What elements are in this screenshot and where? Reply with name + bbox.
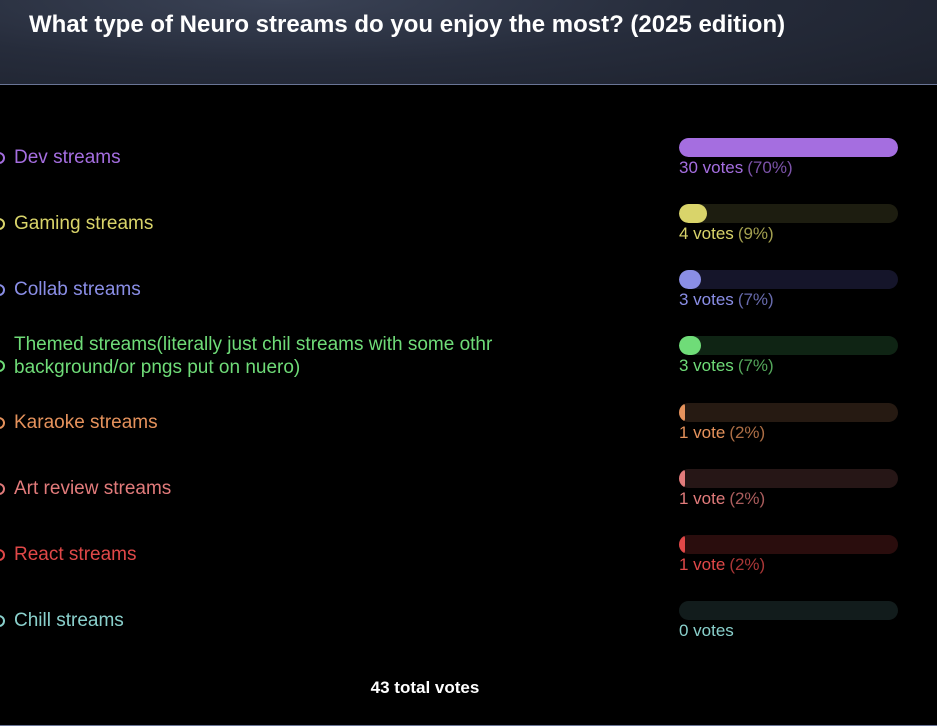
poll-option[interactable]: Chill streams 0 votes xyxy=(0,601,937,661)
poll-header: What type of Neuro streams do you enjoy … xyxy=(0,0,937,100)
vote-bar-track xyxy=(679,336,898,355)
vote-percent: (70%) xyxy=(747,158,793,177)
option-label: Chill streams xyxy=(14,610,124,631)
vote-count-text: 4 votes xyxy=(679,224,734,243)
vote-bar-fill xyxy=(679,270,701,289)
vote-count-text: 1 vote xyxy=(679,555,726,574)
vote-percent: (2%) xyxy=(729,555,766,574)
vote-bar-track xyxy=(679,469,898,488)
vote-count-text: 3 votes xyxy=(679,290,734,309)
vote-count-text: 30 votes xyxy=(679,158,744,177)
option-radio[interactable] xyxy=(0,360,5,372)
vote-count: 0 votes xyxy=(679,621,738,641)
vote-bar-track xyxy=(679,403,898,422)
option-label: Karaoke streams xyxy=(14,412,158,433)
vote-count-text: 1 vote xyxy=(679,423,726,442)
vote-count: 4 votes (9%) xyxy=(679,224,774,244)
vote-bar-fill xyxy=(679,336,701,355)
option-label: Gaming streams xyxy=(14,213,154,234)
vote-bar-fill xyxy=(679,138,898,157)
vote-bar-track xyxy=(679,270,898,289)
vote-count: 1 vote (2%) xyxy=(679,489,765,509)
vote-percent: (2%) xyxy=(729,423,766,442)
poll-title: What type of Neuro streams do you enjoy … xyxy=(29,11,786,38)
vote-bar-fill xyxy=(679,403,685,422)
vote-count: 3 votes (7%) xyxy=(679,356,774,376)
option-label: Collab streams xyxy=(14,279,141,300)
option-radio[interactable] xyxy=(0,549,5,561)
vote-percent: (7%) xyxy=(737,290,774,309)
option-radio[interactable] xyxy=(0,615,5,627)
option-label: Dev streams xyxy=(14,147,121,168)
vote-count-text: 1 vote xyxy=(679,489,726,508)
vote-count-text: 3 votes xyxy=(679,356,734,375)
vote-bar-track xyxy=(679,601,898,620)
vote-count-text: 0 votes xyxy=(679,621,734,640)
poll-option[interactable]: Karaoke streams 1 vote (2%) xyxy=(0,403,937,463)
poll-option[interactable]: Dev streams 30 votes (70%) xyxy=(0,138,937,198)
vote-percent: (2%) xyxy=(729,489,766,508)
option-radio[interactable] xyxy=(0,218,5,230)
option-label: Art review streams xyxy=(14,478,172,499)
option-radio[interactable] xyxy=(0,483,5,495)
option-radio[interactable] xyxy=(0,417,5,429)
poll-option[interactable]: Art review streams 1 vote (2%) xyxy=(0,469,937,529)
vote-count: 1 vote (2%) xyxy=(679,423,765,443)
poll-option[interactable]: Collab streams 3 votes (7%) xyxy=(0,270,937,330)
vote-bar-fill xyxy=(679,535,685,554)
vote-bar-track xyxy=(679,204,898,223)
vote-bar-fill xyxy=(679,204,707,223)
vote-percent: (9%) xyxy=(737,224,774,243)
total-votes: 43 total votes xyxy=(370,678,480,697)
vote-bar-track xyxy=(679,535,898,554)
option-label: Themed streams(literally just chil strea… xyxy=(14,334,493,378)
poll-option[interactable]: Gaming streams 4 votes (9%) xyxy=(0,204,937,264)
vote-bar-fill xyxy=(679,469,685,488)
poll-option[interactable]: React streams 1 vote (2%) xyxy=(0,535,937,595)
vote-bar-track xyxy=(679,138,898,157)
option-radio[interactable] xyxy=(0,152,5,164)
option-label: React streams xyxy=(14,544,137,565)
vote-percent: (7%) xyxy=(737,356,774,375)
option-radio[interactable] xyxy=(0,284,5,296)
vote-count: 1 vote (2%) xyxy=(679,555,765,575)
poll-option[interactable]: Themed streams(literally just chil strea… xyxy=(0,334,937,396)
vote-count: 3 votes (7%) xyxy=(679,290,774,310)
vote-count: 30 votes (70%) xyxy=(679,158,793,178)
